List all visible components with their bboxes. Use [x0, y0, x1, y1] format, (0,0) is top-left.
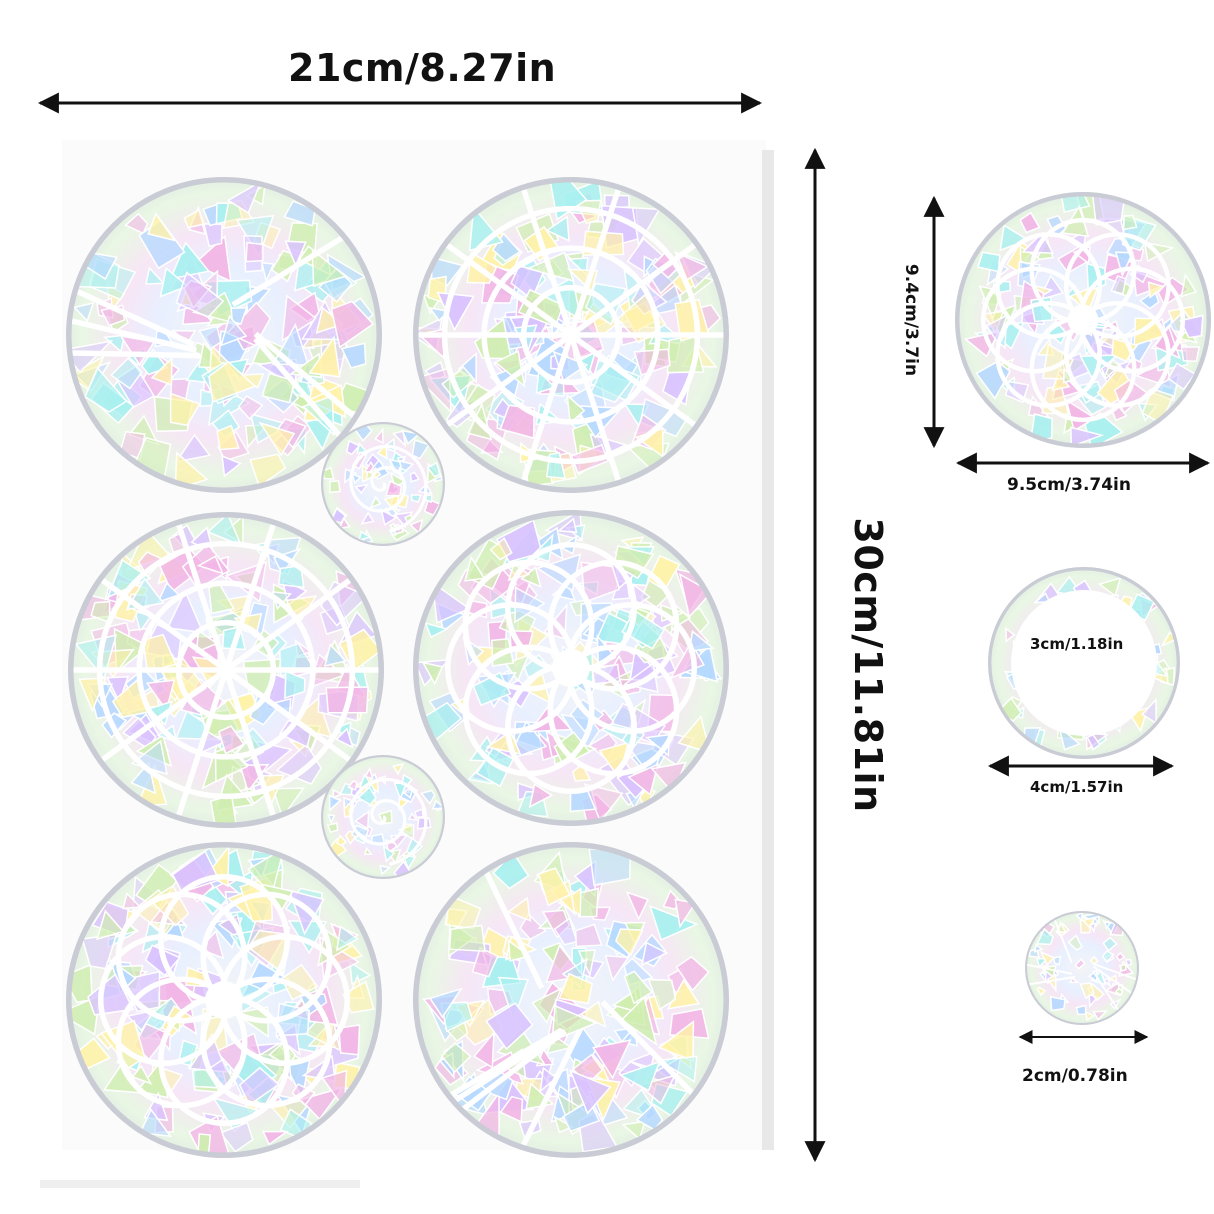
sticker-seed-of-life — [65, 842, 383, 1159]
sample-large-flower — [954, 191, 1211, 448]
sticker-shattered-glass — [65, 176, 383, 494]
ring-inner-label: 3cm/1.18in — [1030, 635, 1124, 653]
sample-small-disc — [1025, 911, 1139, 1025]
large-height-label: 9.4cm/3.7in — [901, 263, 921, 377]
sticker-mandala-web — [67, 512, 385, 829]
sample-ring — [987, 566, 1180, 759]
sticker-yin-yang-mandala — [413, 842, 730, 1159]
ring-outer-label: 4cm/1.57in — [1030, 778, 1124, 796]
sticker-spiral-small-top — [320, 421, 445, 546]
sheet-width-label: 21cm/8.27in — [288, 46, 557, 90]
sheet-height-label: 30cm/11.81in — [846, 517, 890, 813]
sticker-dreamcatcher — [413, 176, 730, 494]
sheet-shadow-right — [762, 150, 774, 1150]
small-width-label: 2cm/0.78in — [1022, 1066, 1128, 1086]
sticker-flower-of-life-large — [413, 510, 730, 827]
large-width-label: 9.5cm/3.74in — [1007, 475, 1131, 495]
sheet-shadow-bottom — [40, 1180, 360, 1188]
sticker-spiral-small-bottom — [320, 755, 445, 880]
